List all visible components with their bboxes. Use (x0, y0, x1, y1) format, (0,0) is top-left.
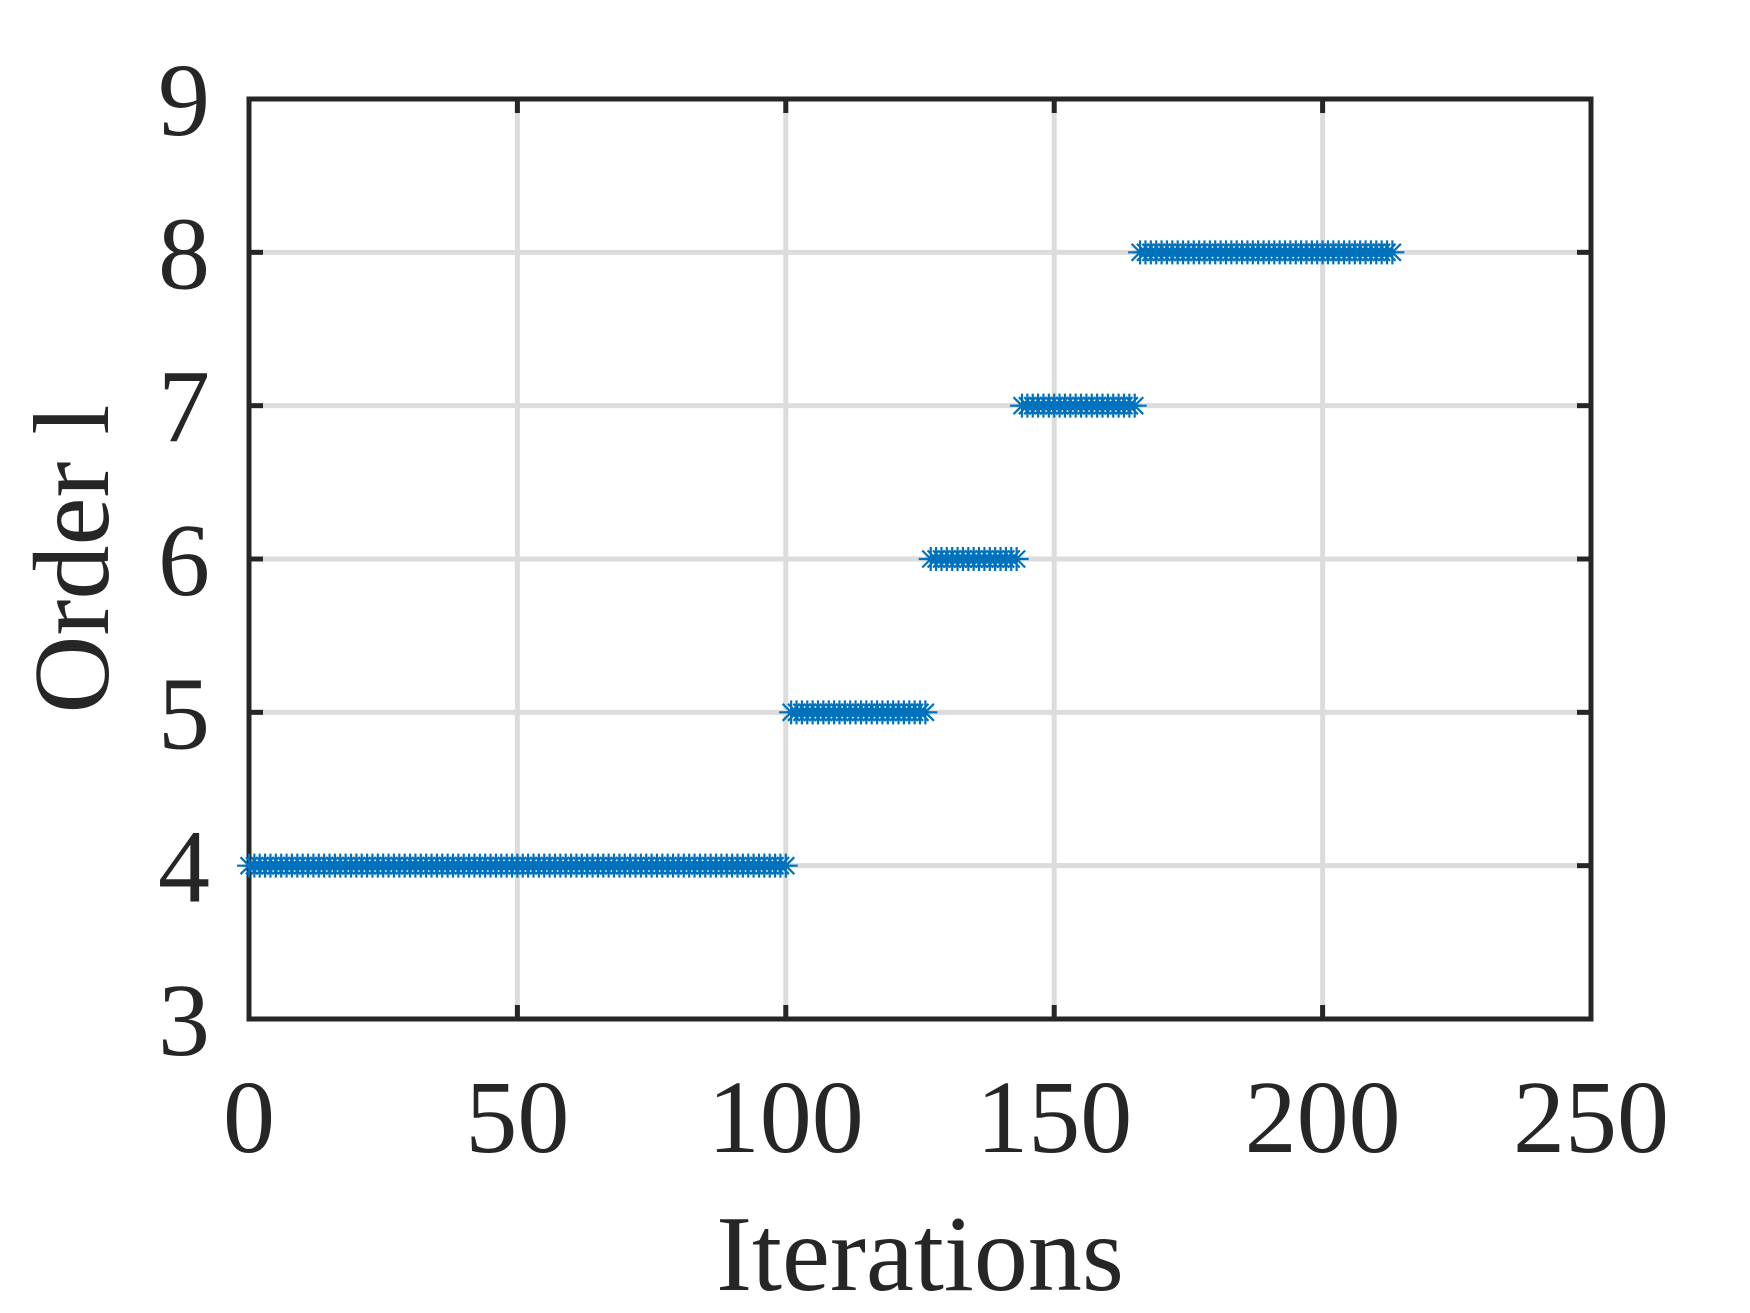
x-tick-label: 50 (465, 1060, 569, 1175)
y-tick-label: 7 (158, 350, 210, 465)
marker (913, 700, 938, 725)
x-tick-label: 250 (1513, 1060, 1669, 1175)
y-tick-label: 9 (158, 43, 210, 158)
y-tick-label: 8 (158, 196, 210, 311)
y-tick-label: 3 (158, 963, 210, 1078)
marker (1122, 393, 1147, 418)
x-axis-label: Iterations (716, 1195, 1124, 1313)
y-tick-label: 5 (158, 656, 210, 771)
x-tick-label: 150 (976, 1060, 1132, 1175)
marker (773, 853, 798, 878)
marker (1380, 240, 1405, 265)
x-tick-label: 0 (223, 1060, 275, 1175)
x-tick-label: 100 (708, 1060, 864, 1175)
marker (1004, 547, 1029, 571)
x-tick-label: 200 (1245, 1060, 1401, 1175)
y-axis-label: Order l (13, 405, 132, 714)
plot-frame (246, 96, 1594, 1022)
y-tick-label: 4 (158, 810, 210, 925)
y-tick-label: 6 (158, 503, 210, 618)
